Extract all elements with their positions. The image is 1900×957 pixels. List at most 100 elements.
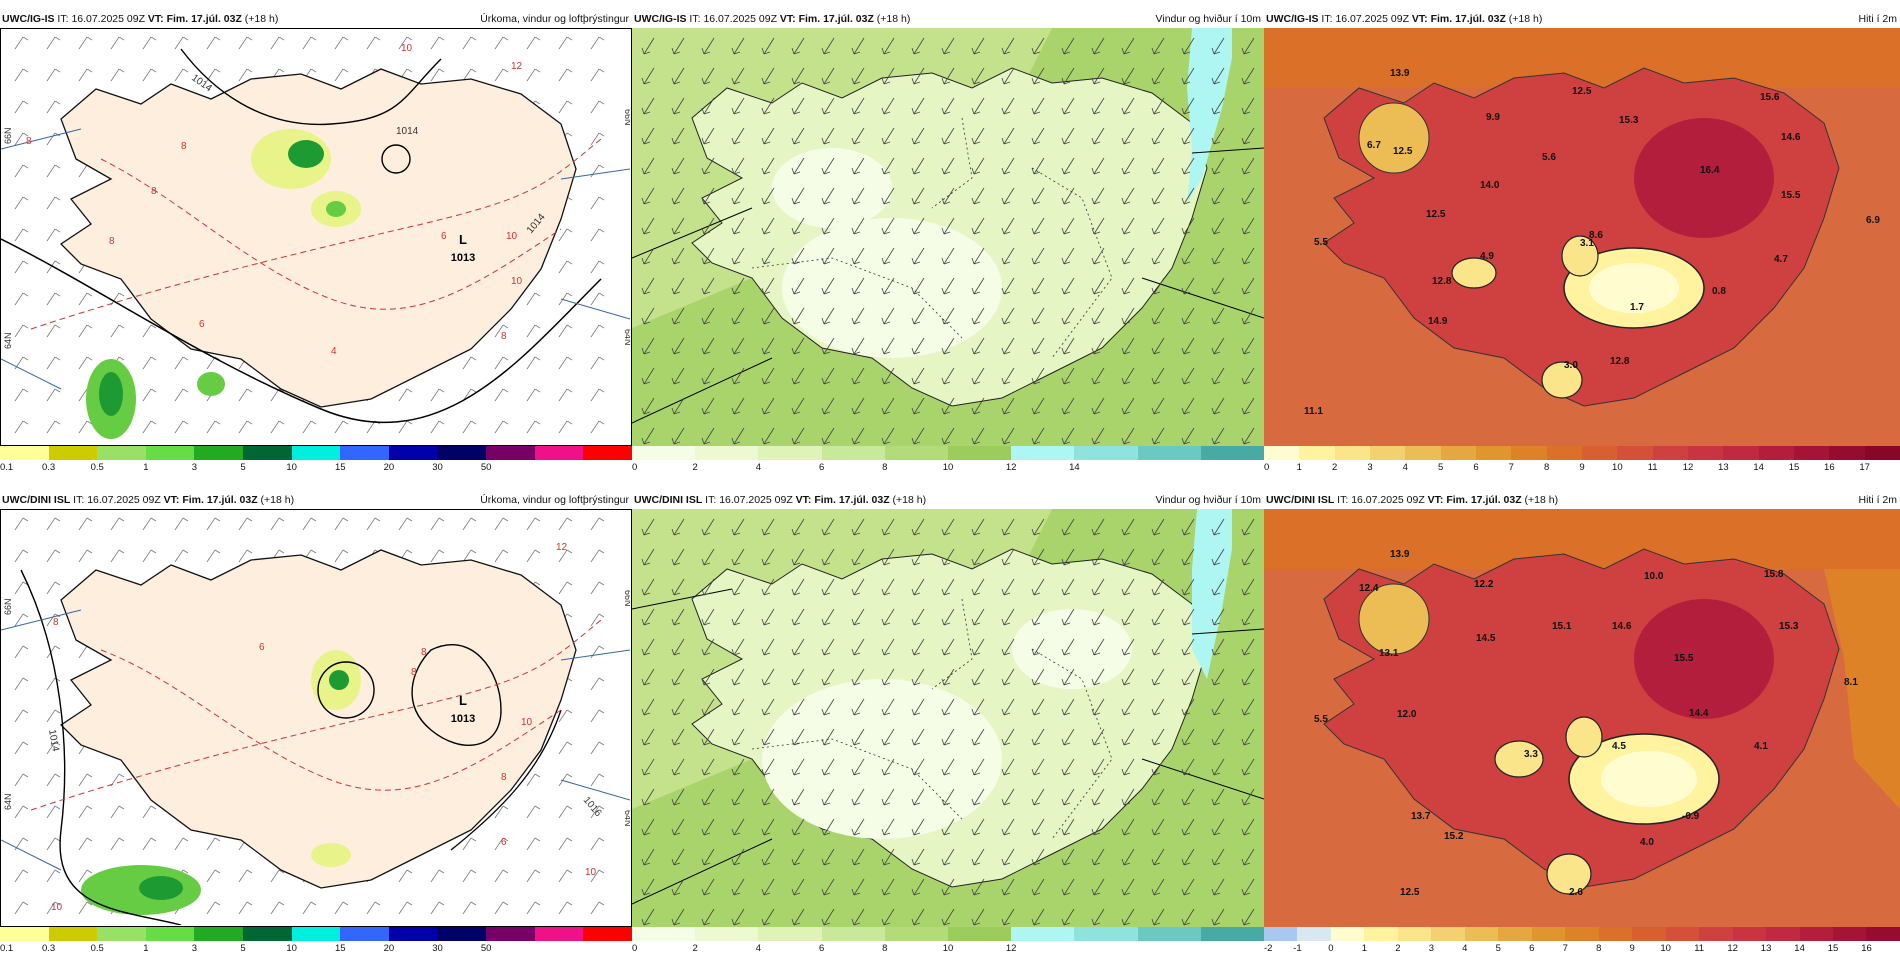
vt-label: VT:	[795, 494, 812, 506]
colorbar-tick: 2	[1332, 462, 1338, 473]
vt-value: Fim. 17.júl. 03Z	[798, 13, 874, 25]
colorbar-cell	[194, 446, 244, 460]
temperature-value-label: 14.0	[1480, 180, 1500, 191]
colorbar-tick: 4	[755, 943, 762, 954]
temperature-value-label: 13.9	[1390, 549, 1410, 560]
colorbar-tick: 15	[335, 462, 346, 473]
colorbar-tick: 10	[1660, 943, 1671, 954]
colorbar-tick: 14	[1069, 462, 1080, 473]
panel-header: UWC/IG-IS IT: 16.07.2025 09Z VT: Fim. 17…	[0, 10, 632, 28]
colorbar-tick: 30	[432, 943, 443, 954]
it-label: IT:	[1321, 13, 1333, 25]
temperature-value-label: 12.0	[1397, 709, 1417, 720]
lat-label: 64N	[623, 329, 630, 346]
colorbar-tick: 0	[1264, 462, 1270, 473]
colorbar-cell	[48, 446, 98, 460]
colorbar-tick: 0	[632, 462, 638, 473]
colorbar-tick: 17	[1859, 462, 1870, 473]
colorbar-tick: 0.5	[90, 943, 104, 954]
temperature-value-label: 15.3	[1619, 115, 1639, 126]
colorbar-cell	[1732, 927, 1767, 941]
colorbar-tick: 0.3	[42, 943, 56, 954]
temperature-contour-label: 10	[521, 717, 533, 728]
temperature-value-label: 5.6	[1542, 152, 1556, 163]
colorbar-tick: 50	[480, 943, 492, 954]
temperature-contour-label: 8	[53, 617, 59, 628]
vt-label: VT:	[163, 494, 180, 506]
colorbar-tick: 8	[1596, 943, 1602, 954]
temperature-value-label: 4.5	[1612, 741, 1626, 752]
temperature-value-label: 15.8	[1764, 569, 1784, 580]
temperature-value-label: 13.9	[1390, 68, 1410, 79]
it-label: IT:	[705, 494, 717, 506]
panel-header: UWC/IG-IS IT: 16.07.2025 09Z VT: Fim. 17…	[1264, 10, 1900, 28]
panel-temp-igis: UWC/IG-IS IT: 16.07.2025 09Z VT: Fim. 17…	[1264, 10, 1900, 473]
colorbar-tick: 11	[1694, 943, 1705, 954]
colorbar-cell	[1264, 446, 1300, 460]
colorbar-cell	[1011, 927, 1075, 941]
lat-label: 64N	[623, 810, 630, 827]
temperature-value-label: 4.9	[1480, 251, 1494, 262]
temperature-value-label: 12.5	[1393, 146, 1413, 157]
panel-precip-igis: UWC/IG-IS IT: 16.07.2025 09Z VT: Fim. 17…	[0, 10, 632, 473]
model-name: UWC/IG-IS	[634, 13, 687, 25]
colorbar-cell	[97, 446, 146, 460]
low-pressure-letter: L	[459, 232, 467, 247]
colorbar-cell	[97, 927, 146, 941]
temperature-value-label: 3.0	[1564, 360, 1578, 371]
vt-label: VT:	[779, 13, 796, 25]
colorbar-tick: 5	[1438, 462, 1444, 473]
panel-title: Úrkoma, vindur og loftþrýstingur	[480, 13, 629, 25]
colorbar-cell	[1866, 927, 1900, 941]
colorbar-cell	[1723, 446, 1759, 460]
colorbar-cell	[1200, 446, 1265, 460]
colorbar-tick: 14	[1794, 943, 1805, 954]
temperature-value-label: 10.0	[1644, 571, 1664, 582]
lat-label: 66N	[3, 598, 13, 615]
vt-value: Fim. 17.júl. 03Z	[1430, 13, 1506, 25]
lead-time: (+18 h)	[1508, 13, 1543, 25]
temperature-contour-label: 12	[511, 61, 523, 72]
vt-label: VT:	[1427, 494, 1444, 506]
lead-time: (+18 h)	[1524, 494, 1559, 506]
temperature-value-label: 8.1	[1844, 677, 1858, 688]
temperature-value-label: 3.3	[1524, 749, 1538, 760]
low-pressure-value: 1013	[451, 252, 475, 264]
lat-label: 66N	[623, 590, 630, 607]
colorbar-tick: 15	[1788, 462, 1800, 473]
temperature-contour-label: 8	[501, 772, 507, 783]
temperature-value-label: 4.0	[1640, 837, 1654, 848]
temperature-map: 13.9 12.5 15.6 9.9 15.3 12.5 6.7 14.6 5.6 16.4 14.…	[1264, 28, 1900, 446]
temperature-value-label: 16.4	[1700, 165, 1720, 176]
colorbar-cell	[948, 446, 1012, 460]
temperature-contour-label: 8	[26, 136, 32, 147]
temperature-contour-label: 8	[151, 186, 157, 197]
lat-label: 64N	[3, 332, 13, 349]
it-value: 16.07.2025 09Z	[71, 13, 145, 25]
wind-colorbar: 0 2 4 6 8 10 12 14	[632, 446, 1265, 476]
colorbar-cell	[884, 446, 949, 460]
colorbar-tick: 4	[1402, 462, 1408, 473]
iceland-land	[59, 68, 577, 408]
temperature-value-label: 5.5	[1314, 237, 1328, 248]
colorbar-cell	[1200, 927, 1265, 941]
wind-colorbar: 0 2 4 6 8 10 12	[632, 927, 1265, 957]
temperature-value-label: 12.2	[1474, 579, 1494, 590]
temperature-colorbar: -2 -1 0 1 2 3 4 5 6 7 8 9 10 11 12 13 14 15 16	[1264, 927, 1900, 957]
temperature-value-label: 15.6	[1760, 92, 1780, 103]
colorbar-cell	[583, 446, 632, 460]
colorbar-cell	[0, 927, 49, 941]
colorbar-cell	[1475, 446, 1512, 460]
lat-label: 66N	[623, 109, 630, 126]
temperature-contour-label: 4	[331, 346, 337, 357]
colorbar-cell	[1397, 927, 1432, 941]
colorbar-tick: 0.1	[0, 943, 14, 954]
colorbar-cell	[1074, 446, 1138, 460]
panel-header: UWC/DINI ISL IT: 16.07.2025 09Z VT: Fim.…	[0, 491, 632, 509]
colorbar-cell	[1264, 927, 1298, 941]
colorbar-cell	[1799, 927, 1833, 941]
temperature-contour-label: 10	[585, 867, 597, 878]
temperature-value-label: 12.8	[1610, 356, 1630, 367]
colorbar-cell	[1581, 446, 1618, 460]
precip-colorbar: 0.1 0.3 0.5 1 3 5 10 15 20 30 50	[0, 446, 632, 476]
